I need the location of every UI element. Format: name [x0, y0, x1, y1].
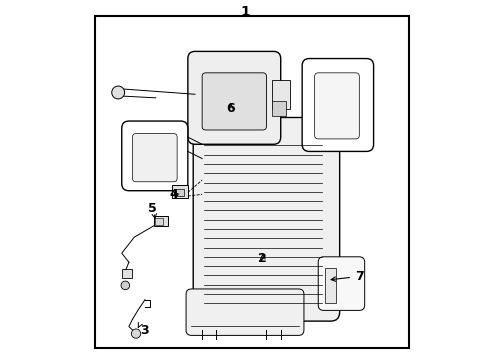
FancyBboxPatch shape	[302, 59, 373, 152]
Circle shape	[121, 281, 130, 290]
FancyBboxPatch shape	[188, 51, 281, 144]
Bar	[95, 16, 409, 348]
Text: 3: 3	[141, 324, 149, 337]
FancyBboxPatch shape	[122, 121, 188, 191]
Text: 5: 5	[148, 202, 156, 215]
Circle shape	[112, 86, 124, 99]
Text: 2: 2	[259, 252, 267, 265]
Bar	[122, 269, 132, 278]
Bar	[272, 102, 286, 116]
Text: 4: 4	[169, 188, 178, 201]
Bar	[272, 80, 290, 109]
FancyBboxPatch shape	[186, 289, 304, 336]
FancyBboxPatch shape	[132, 134, 177, 182]
FancyBboxPatch shape	[315, 73, 359, 139]
FancyBboxPatch shape	[193, 117, 340, 321]
Circle shape	[131, 329, 141, 338]
FancyBboxPatch shape	[202, 73, 267, 130]
Bar	[172, 185, 188, 198]
Bar	[155, 217, 163, 225]
Bar	[175, 189, 184, 196]
Text: 7: 7	[331, 270, 364, 283]
Text: 1: 1	[240, 5, 250, 19]
FancyBboxPatch shape	[318, 257, 365, 310]
Text: 6: 6	[226, 102, 235, 115]
Bar	[325, 267, 336, 303]
Bar	[154, 216, 168, 226]
